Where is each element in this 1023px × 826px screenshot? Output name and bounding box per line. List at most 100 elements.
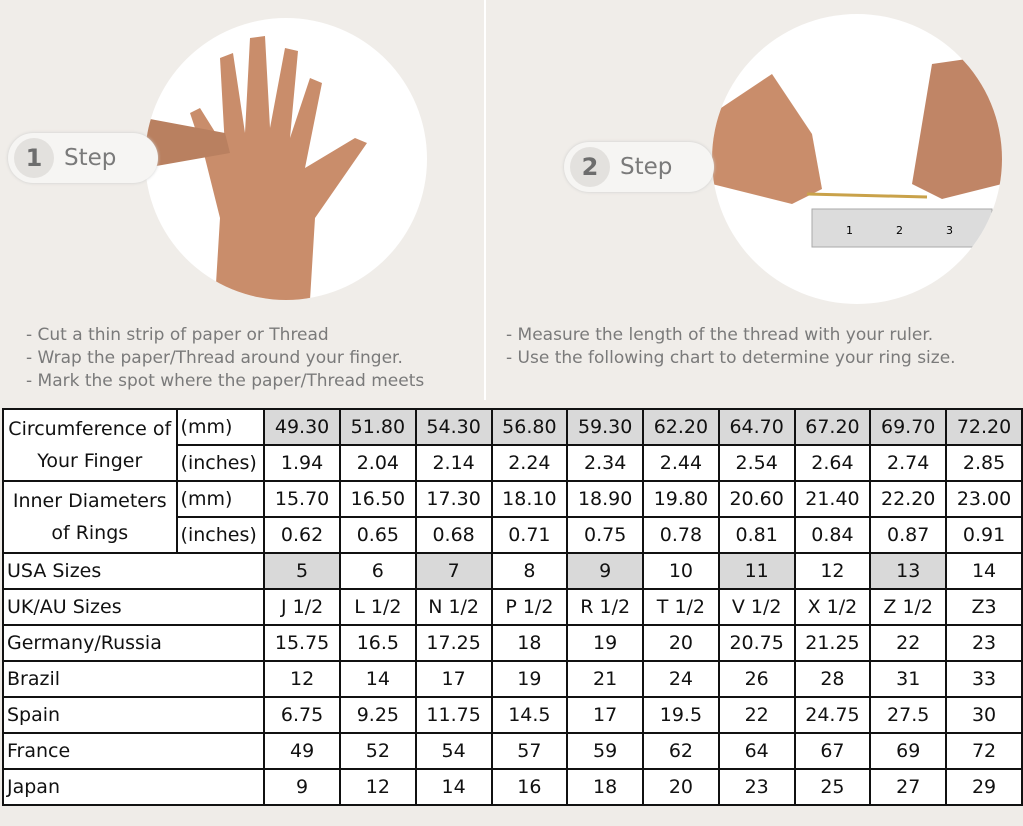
- value-cell: P 1/2: [490, 588, 569, 626]
- value-cell: 17: [414, 660, 493, 698]
- value-cell: 67: [793, 732, 872, 770]
- value-cell: 23: [717, 768, 796, 806]
- table-row: USA Sizes 5 6 7 8 9 10 11 12 13 14: [1, 552, 1023, 590]
- value-cell: 9: [566, 552, 645, 590]
- value-cell: 49: [263, 732, 341, 770]
- hand-photo: [145, 18, 427, 300]
- ruler-tick: 2: [896, 224, 903, 237]
- value-cell: 25: [793, 768, 872, 806]
- instruction: - Use the following chart to determine y…: [506, 348, 956, 368]
- value-cell: 15.75: [263, 624, 341, 662]
- ruler-tick: 1: [846, 224, 853, 237]
- value-cell: 33: [945, 660, 1023, 698]
- value-cell: 72.20: [945, 408, 1023, 446]
- step2-instructions: - Measure the length of the thread with …: [506, 324, 956, 370]
- value-cell: 67.20: [793, 408, 872, 446]
- value-cell: 2.85: [945, 444, 1023, 482]
- value-cell: 1.94: [263, 444, 341, 482]
- value-cell: 0.75: [566, 516, 645, 554]
- value-cell: 0.78: [642, 516, 720, 554]
- value-cell: 2.44: [642, 444, 720, 482]
- step2-panel: 1 2 3 2 Step - Measure the length of the…: [486, 0, 1023, 400]
- value-cell: 62.20: [642, 408, 720, 446]
- step1-panel: 1 Step - Cut a thin strip of paper or Th…: [0, 0, 484, 400]
- value-cell: 23.00: [945, 480, 1023, 518]
- row-header: Germany/Russia: [1, 624, 266, 662]
- value-cell: 16.5: [338, 624, 417, 662]
- value-cell: 2.64: [793, 444, 872, 482]
- value-cell: 21.40: [793, 480, 872, 518]
- ring-size-table: Circumference of Your Finger (mm) 49.30 51.…: [1, 408, 1023, 806]
- value-cell: 2.34: [566, 444, 645, 482]
- value-cell: 14: [338, 660, 417, 698]
- value-cell: 0.87: [869, 516, 948, 554]
- table-row: Circumference of Your Finger (mm) 49.30 51.…: [2, 408, 1023, 482]
- value-cell: 16.50: [338, 480, 417, 518]
- value-cell: 57: [490, 732, 569, 770]
- value-cell: 16: [490, 768, 569, 806]
- value-cell: T 1/2: [642, 588, 720, 626]
- instruction: - Measure the length of the thread with …: [506, 325, 934, 345]
- value-cell: 69: [869, 732, 948, 770]
- step-label: Step: [64, 145, 117, 171]
- value-cell: 19.80: [642, 480, 720, 518]
- value-cell: 0.81: [717, 516, 796, 554]
- value-cell: 69.70: [869, 408, 948, 446]
- instruction: - Cut a thin strip of paper or Thread: [26, 325, 329, 345]
- table-row: (inches) 0.62 0.65 0.68 0.71 0.75 0.78 0.81 0.84…: [3, 516, 1023, 554]
- value-cell: 9: [263, 768, 341, 806]
- value-cell: 24.75: [793, 696, 872, 734]
- value-cell: 2.74: [869, 444, 948, 482]
- unit-label: (mm): [175, 480, 266, 518]
- value-cell: 62: [642, 732, 720, 770]
- row-header: Circumference of Your Finger: [2, 408, 178, 482]
- value-cell: 14.5: [490, 696, 569, 734]
- divider: [484, 0, 486, 400]
- value-cell: 31: [869, 660, 948, 698]
- value-cell: 72: [945, 732, 1023, 770]
- table-row: Spain 6.75 9.25 11.75 14.5 17 19.5 22 24.75 27.5 3…: [1, 696, 1023, 734]
- value-cell: 59: [566, 732, 645, 770]
- row-header: UK/AU Sizes: [1, 588, 266, 626]
- value-cell: 6: [338, 552, 417, 590]
- table-row: UK/AU Sizes J 1/2 L 1/2 N 1/2 P 1/2 R 1/2 T 1/…: [1, 588, 1023, 626]
- value-cell: 15.70: [263, 480, 341, 518]
- value-cell: 2.04: [338, 444, 417, 482]
- value-cell: 0.62: [263, 516, 341, 554]
- table-row: (inches) 1.94 2.04 2.14 2.24 2.34 2.44 2.54 2.64…: [3, 444, 1023, 482]
- row-header: Inner Diameters of Rings: [2, 480, 178, 554]
- value-cell: 20.75: [717, 624, 796, 662]
- value-cell: 10: [642, 552, 720, 590]
- value-cell: 2.24: [490, 444, 569, 482]
- value-cell: 27.5: [869, 696, 948, 734]
- value-cell: 20: [642, 768, 720, 806]
- step2-badge: 2 Step: [564, 142, 714, 192]
- row-header: USA Sizes: [1, 552, 266, 590]
- value-cell: 18.90: [566, 480, 645, 518]
- value-cell: 64: [717, 732, 796, 770]
- value-cell: N 1/2: [414, 588, 493, 626]
- value-cell: 54: [414, 732, 493, 770]
- value-cell: 27: [869, 768, 948, 806]
- value-cell: Z3: [945, 588, 1023, 626]
- value-cell: 54.30: [414, 408, 493, 446]
- value-cell: 13: [869, 552, 948, 590]
- unit-label: (inches): [175, 516, 266, 554]
- value-cell: 26: [717, 660, 796, 698]
- value-cell: 9.25: [338, 696, 417, 734]
- step-label: Step: [620, 154, 673, 180]
- value-cell: 19: [490, 660, 569, 698]
- value-cell: 2.14: [414, 444, 493, 482]
- value-cell: 14: [945, 552, 1023, 590]
- hand-icon: [145, 36, 367, 300]
- step-number: 1: [14, 138, 54, 178]
- value-cell: 19.5: [642, 696, 720, 734]
- value-cell: 52: [338, 732, 417, 770]
- table-row: Germany/Russia 15.75 16.5 17.25 18 19 20 20.75 2…: [1, 624, 1023, 662]
- value-cell: 18: [490, 624, 569, 662]
- value-cell: 6.75: [263, 696, 341, 734]
- value-cell: 29: [945, 768, 1023, 806]
- value-cell: 7: [414, 552, 493, 590]
- unit-label: (mm): [175, 408, 266, 446]
- value-cell: 2.54: [717, 444, 796, 482]
